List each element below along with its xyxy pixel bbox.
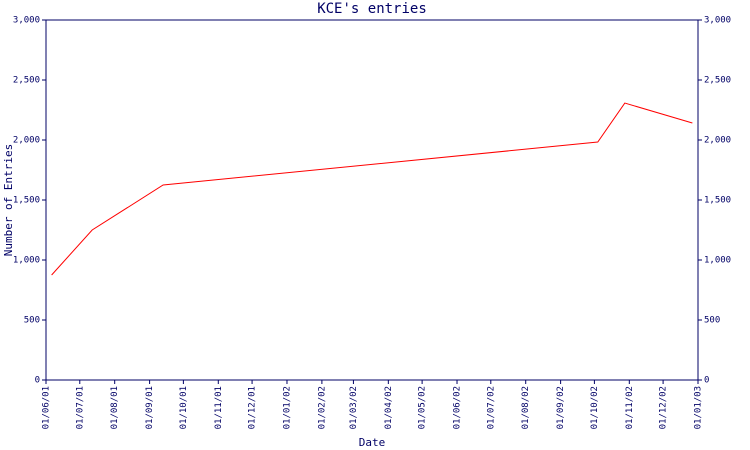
x-tick-label: 01/06/01 — [42, 386, 52, 429]
y-tick-label: 2,000 — [13, 136, 40, 146]
y2-tick-label: 0 — [704, 376, 709, 386]
y-tick-label: 3,000 — [13, 16, 40, 26]
y2-tick-label: 2,500 — [704, 76, 731, 86]
x-tick-label: 01/08/02 — [521, 386, 531, 429]
x-tick-label: 01/10/02 — [590, 386, 600, 429]
x-tick-label: 01/10/01 — [179, 386, 189, 429]
chart-title: KCE's entries — [317, 1, 427, 17]
y2-tick-label: 1,000 — [704, 256, 731, 266]
x-tick-label: 01/02/02 — [317, 386, 327, 429]
y-tick-label: 500 — [24, 316, 40, 326]
x-tick-label: 01/11/02 — [625, 386, 635, 429]
x-tick-label: 01/07/01 — [75, 386, 85, 429]
x-tick-label: 01/11/01 — [214, 386, 224, 429]
x-tick-label: 01/01/02 — [282, 386, 292, 429]
x-tick-label: 01/07/02 — [486, 386, 496, 429]
y-tick-label: 2,500 — [13, 76, 40, 86]
x-tick-label: 01/04/02 — [384, 386, 394, 429]
x-tick-label: 01/12/02 — [659, 386, 669, 429]
y-tick-label: 1,500 — [13, 196, 40, 206]
y2-tick-label: 500 — [704, 316, 720, 326]
x-tick-label: 01/05/02 — [418, 386, 428, 429]
y-tick-label: 0 — [35, 376, 40, 386]
data-line — [51, 102, 693, 276]
y2-tick-label: 1,500 — [704, 196, 731, 206]
x-tick-label: 01/03/02 — [349, 386, 359, 429]
y2-tick-label: 2,000 — [704, 136, 731, 146]
x-tick-label: 01/12/01 — [248, 386, 258, 429]
x-tick-label: 01/06/02 — [453, 386, 463, 429]
y2-tick-label: 3,000 — [704, 16, 731, 26]
x-tick-label: 01/09/01 — [145, 386, 155, 429]
x-tick-label: 01/08/01 — [110, 386, 120, 429]
x-tick-label: 01/09/02 — [556, 386, 566, 429]
y-tick-label: 1,000 — [13, 256, 40, 266]
y-axis-label: Number of Entries — [2, 144, 15, 257]
x-axis-label: Date — [359, 436, 386, 449]
x-tick-label: 01/01/03 — [694, 386, 704, 429]
plot-frame — [45, 19, 699, 381]
